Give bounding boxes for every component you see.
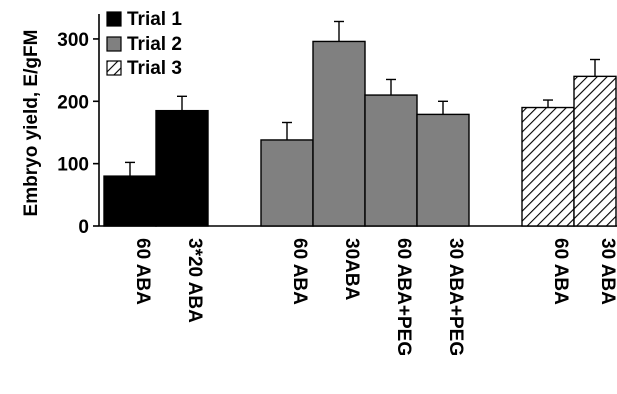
bar-trial-2-2 [312, 40, 366, 227]
category-label: 60 ABA [289, 238, 310, 305]
legend-swatch [106, 36, 122, 52]
legend-label: Trial 1 [127, 9, 182, 30]
bar-trial-3-2 [573, 75, 617, 227]
bar-trial-2-1 [260, 139, 314, 227]
y-axis-label: Embryo yield, E/gFM [21, 30, 42, 217]
legend-swatch [106, 11, 122, 27]
category-label: 60 ABA [550, 238, 571, 305]
category-label: 30 ABA [597, 238, 617, 305]
legend-swatch [106, 60, 122, 76]
y-tick-label: 200 [57, 92, 89, 113]
bars [103, 40, 617, 227]
legend-label: Trial 3 [127, 58, 182, 79]
category-label: 60 ABA [132, 238, 153, 305]
bar-trial-2-4 [416, 113, 470, 227]
y-tick-label: 300 [57, 30, 89, 51]
bar-trial-2-3 [364, 94, 418, 227]
error-bars [125, 20, 600, 177]
category-label: 60 ABA+PEG [393, 238, 414, 356]
bar-trial-3-1 [521, 106, 575, 227]
legend-label: Trial 2 [127, 34, 182, 55]
category-label: 30 ABA+PEG [445, 238, 466, 356]
legend: Trial 1 Trial 2 Trial 3 [106, 9, 182, 79]
y-tick-label: 0 [78, 217, 89, 238]
bar-trial-1-2 [155, 109, 209, 227]
bar-trial-1-1 [103, 175, 157, 227]
category-labels: 60 ABA 3*20 ABA 60 ABA 30ABA 60 ABA+PEG 30 AB… [132, 238, 617, 356]
category-label: 30ABA [341, 238, 362, 301]
y-tick-label: 100 [57, 155, 89, 176]
category-label: 3*20 ABA [184, 238, 205, 323]
